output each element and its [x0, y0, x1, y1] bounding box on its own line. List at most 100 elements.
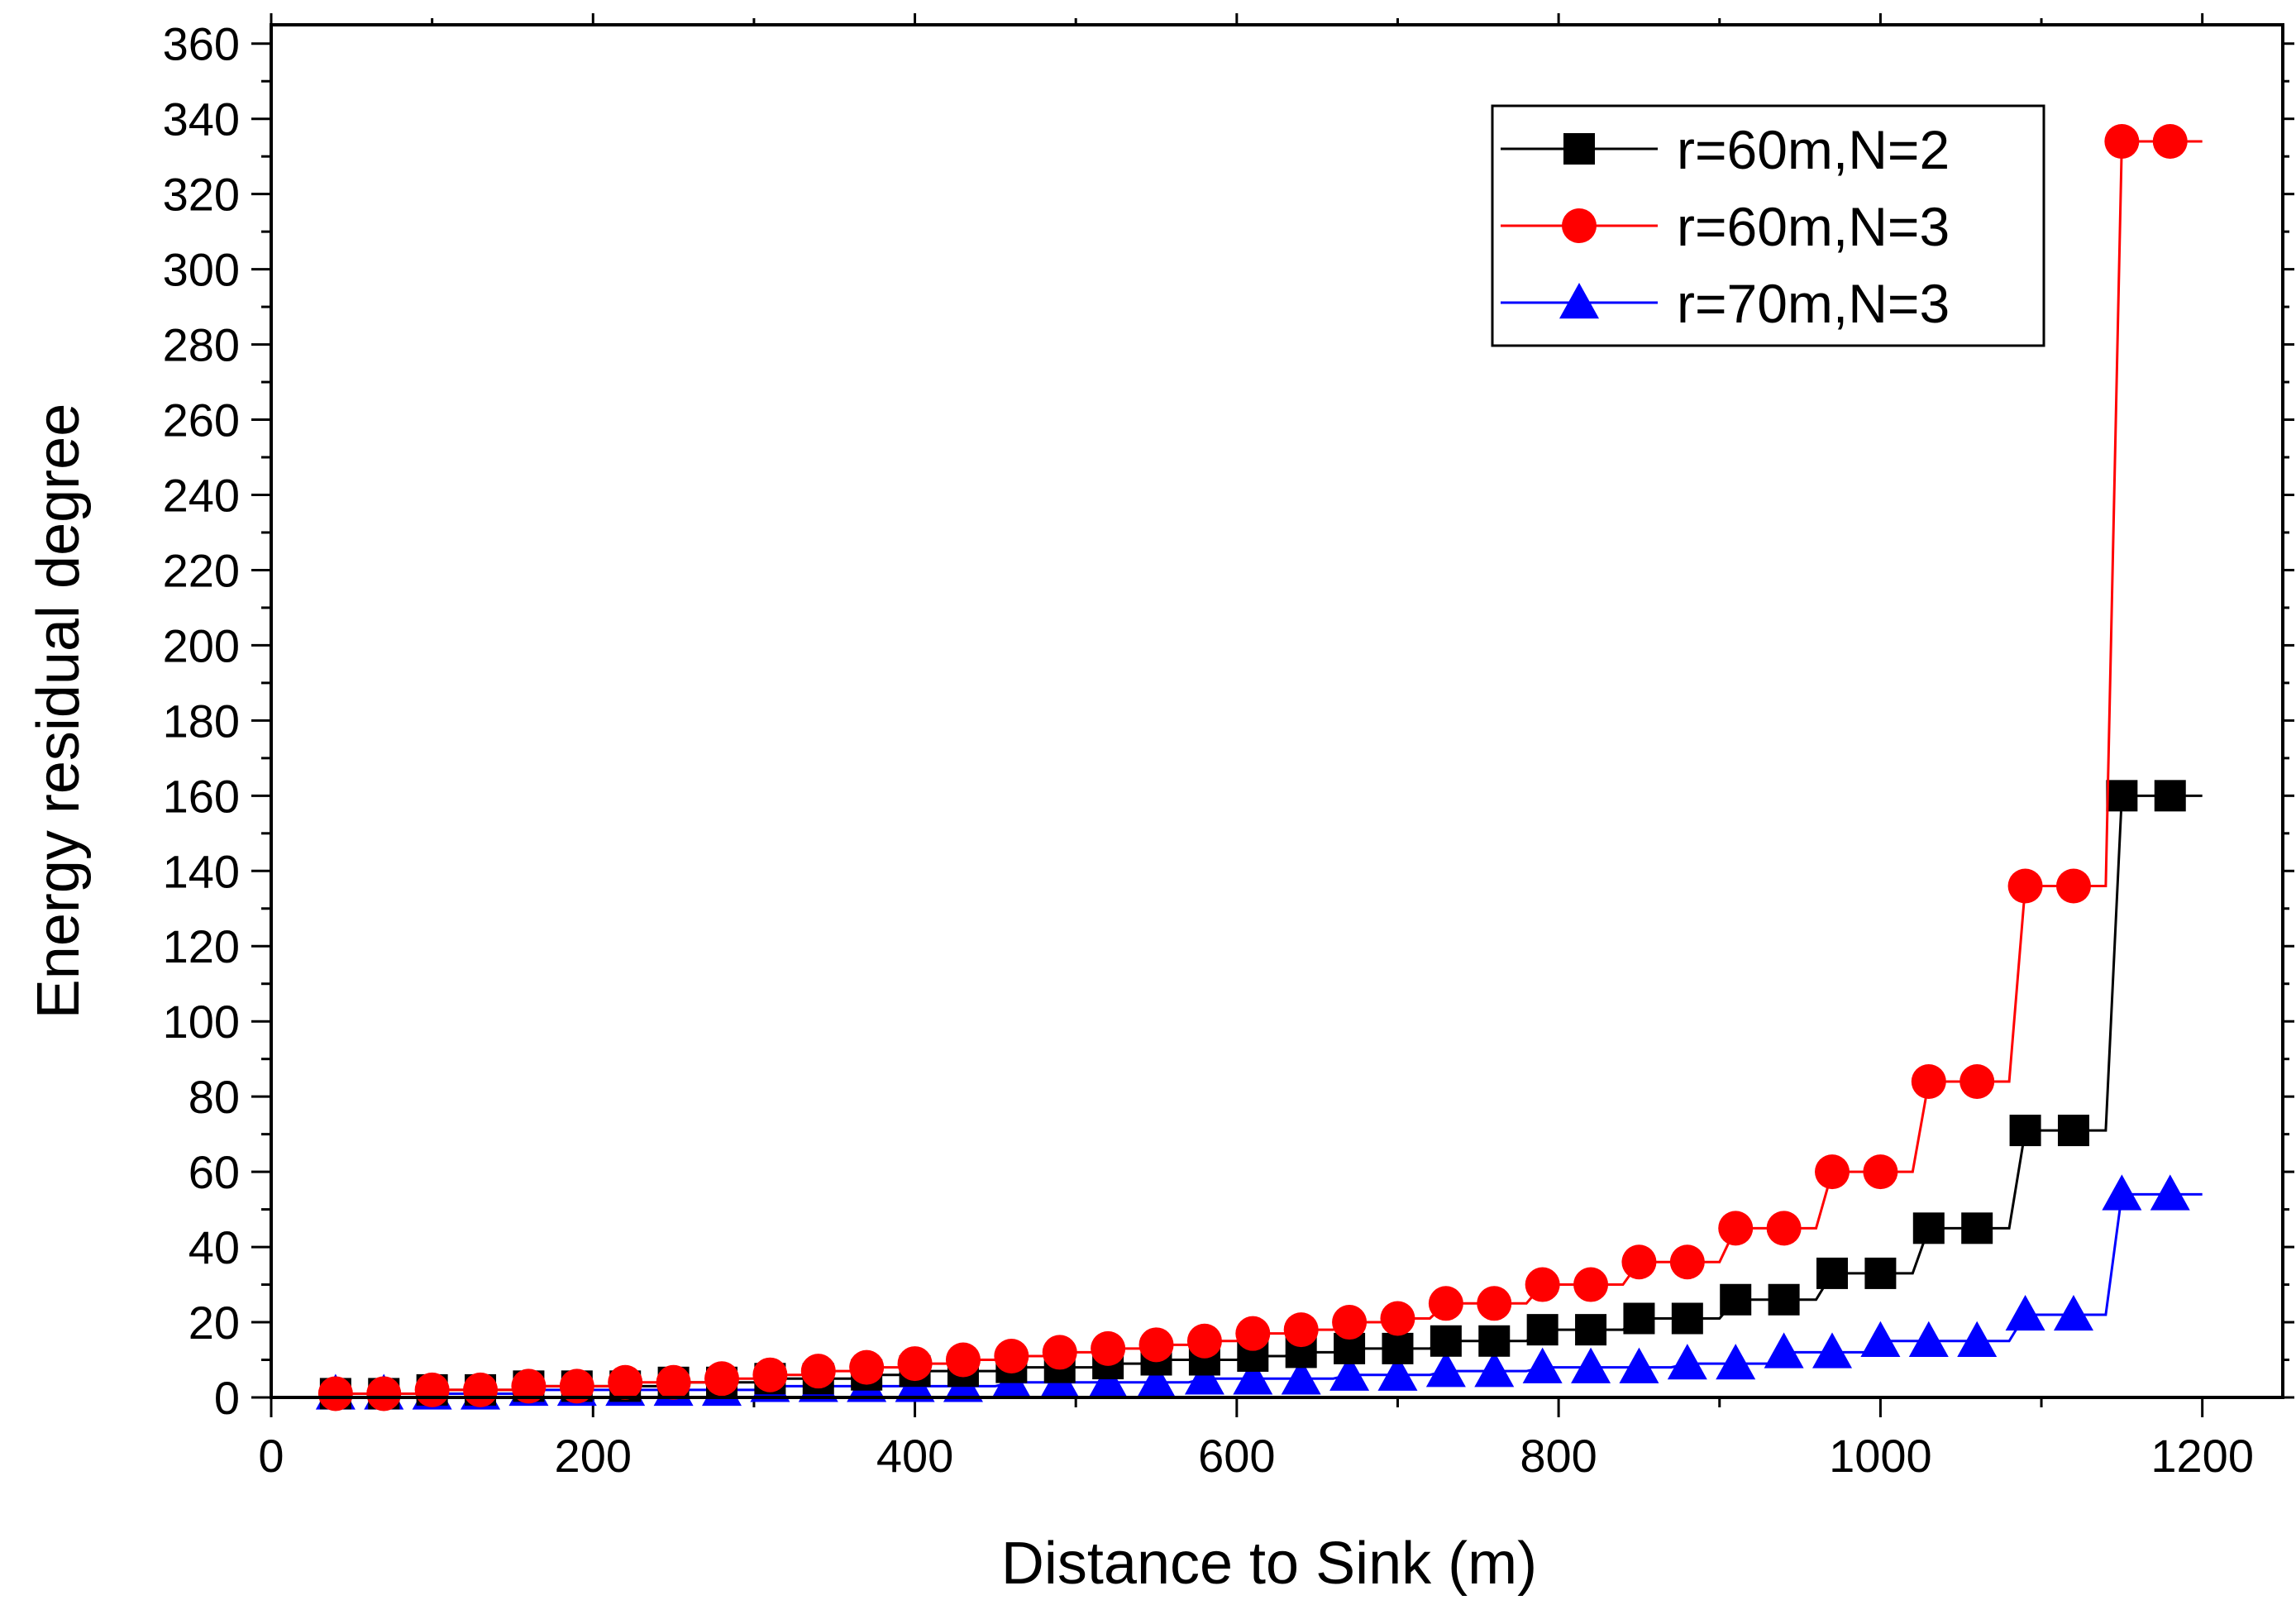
- data-point: [704, 1361, 739, 1397]
- y-tick-label: 160: [163, 770, 240, 822]
- y-tick-label: 40: [189, 1221, 240, 1273]
- x-tick-label: 1000: [1829, 1430, 1932, 1482]
- y-tick-label: 80: [189, 1071, 240, 1123]
- plot-series: [315, 123, 2203, 1411]
- data-point: [849, 1349, 885, 1385]
- data-point: [2009, 1115, 2041, 1147]
- legend-marker: [1559, 283, 1599, 319]
- data-point: [463, 1372, 499, 1407]
- y-tick-label: 200: [163, 619, 240, 671]
- data-point: [2154, 780, 2186, 812]
- data-point: [1526, 1314, 1559, 1346]
- data-point: [1575, 1314, 1607, 1346]
- y-tick-label: 180: [163, 695, 240, 747]
- data-point: [1860, 1321, 1901, 1357]
- data-point: [1573, 1267, 1609, 1302]
- data-point: [1669, 1244, 1705, 1280]
- data-point: [559, 1368, 594, 1404]
- data-point: [1671, 1302, 1703, 1335]
- y-tick-label: 120: [163, 920, 240, 972]
- data-point: [1138, 1327, 1174, 1363]
- legend-marker: [1563, 133, 1595, 165]
- data-point: [511, 1368, 547, 1404]
- data-point: [1474, 1351, 1515, 1388]
- y-axis-title: Energy residual degree: [26, 404, 92, 1019]
- data-point: [1332, 1305, 1368, 1340]
- data-point: [1766, 1211, 1802, 1246]
- data-point: [1430, 1325, 1462, 1357]
- data-point: [2104, 123, 2140, 159]
- data-point: [1477, 1286, 1512, 1321]
- data-point: [2152, 123, 2188, 159]
- data-point: [945, 1342, 981, 1378]
- data-point: [1091, 1330, 1126, 1366]
- data-point: [2055, 868, 2091, 904]
- legend-marker: [1562, 208, 1597, 243]
- y-tick-label: 0: [214, 1372, 240, 1424]
- data-point: [1522, 1347, 1563, 1383]
- x-tick-label: 1200: [2150, 1430, 2254, 1482]
- data-point: [1377, 1354, 1418, 1391]
- data-point: [1425, 1351, 1466, 1388]
- x-tick-label: 200: [555, 1430, 632, 1482]
- data-point: [2005, 1294, 2045, 1331]
- data-point: [1718, 1211, 1754, 1246]
- data-point: [1911, 1063, 1946, 1099]
- data-point: [1571, 1347, 1611, 1383]
- data-point: [1235, 1316, 1271, 1351]
- y-tick-label: 320: [163, 169, 240, 221]
- y-tick-label: 240: [163, 469, 240, 521]
- data-point: [1281, 1359, 1321, 1395]
- data-point: [1816, 1257, 1849, 1289]
- data-point: [2007, 868, 2043, 904]
- plot-frame: [270, 23, 2284, 1399]
- data-point: [1716, 1344, 1756, 1380]
- data-point: [752, 1357, 788, 1392]
- data-point: [1382, 1332, 1414, 1364]
- data-point: [897, 1346, 933, 1382]
- data-point: [1768, 1283, 1800, 1316]
- data-point: [1428, 1286, 1463, 1321]
- data-point: [1720, 1283, 1752, 1316]
- data-point: [414, 1372, 450, 1407]
- data-point: [1863, 1154, 1898, 1190]
- data-point: [1186, 1323, 1222, 1359]
- data-point: [1957, 1321, 1998, 1357]
- data-point: [994, 1338, 1029, 1373]
- y-tick-label: 140: [163, 845, 240, 897]
- data-point: [1525, 1267, 1560, 1302]
- data-point: [800, 1354, 836, 1389]
- x-axis-title: Distance to Sink (m): [1001, 1531, 1537, 1597]
- legend-label: r=60m,N=3: [1677, 196, 1950, 257]
- data-point: [1815, 1154, 1850, 1190]
- y-tick-label: 340: [163, 93, 240, 146]
- data-point: [317, 1376, 353, 1411]
- data-point: [1329, 1354, 1370, 1391]
- data-point: [1380, 1301, 1415, 1336]
- data-point: [1184, 1359, 1224, 1395]
- y-tick-label: 360: [163, 18, 240, 70]
- y-tick-label: 20: [189, 1297, 240, 1349]
- data-point: [2053, 1294, 2093, 1331]
- data-point: [2106, 780, 2138, 812]
- x-tick-label: 0: [258, 1430, 284, 1482]
- data-point: [1621, 1244, 1657, 1280]
- data-point: [1283, 1312, 1319, 1348]
- data-point: [1959, 1063, 1995, 1099]
- data-point: [2102, 1174, 2142, 1211]
- x-tick-label: 400: [876, 1430, 953, 1482]
- data-point: [1042, 1335, 1077, 1370]
- data-point: [1623, 1302, 1655, 1335]
- data-point: [1961, 1212, 1993, 1244]
- x-tick-label: 600: [1198, 1430, 1275, 1482]
- legend: r=60m,N=2 r=60m,N=3 r=70m,N=3: [1491, 104, 2045, 347]
- y-tick-label: 260: [163, 394, 240, 447]
- y-tick-label: 300: [163, 244, 240, 296]
- data-point: [656, 1364, 691, 1400]
- data-point: [1764, 1332, 1804, 1368]
- data-point: [2057, 1115, 2089, 1147]
- data-point: [1812, 1332, 1853, 1368]
- y-tick-label: 100: [163, 996, 240, 1048]
- data-point: [1233, 1359, 1273, 1395]
- y-tick-label: 220: [163, 544, 240, 596]
